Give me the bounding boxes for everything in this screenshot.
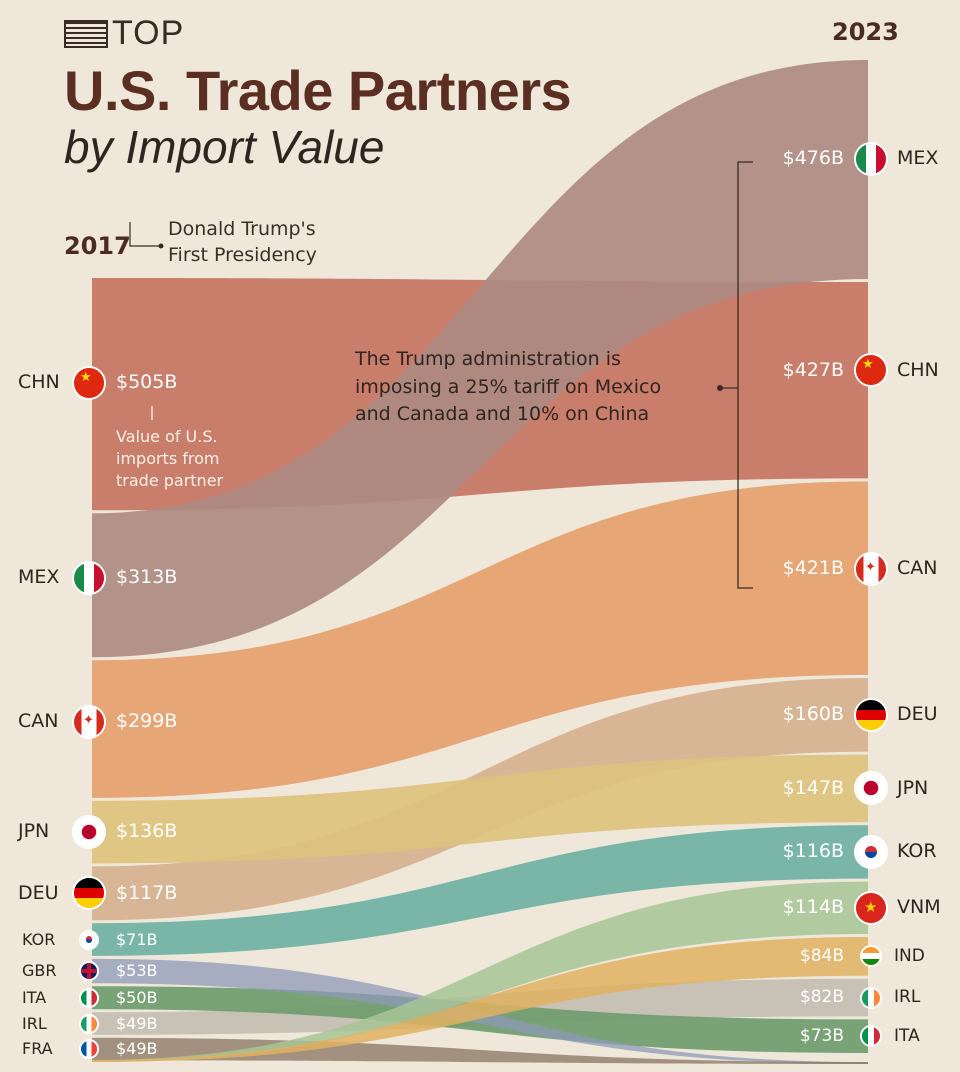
right-code-vnm: VNM [897,896,941,919]
tariff-bracket [737,161,753,589]
value-note-line2: imports from [116,449,220,468]
canada-flag-icon: ✦ [854,551,888,586]
right-value-mex: $476B [782,146,844,169]
right-value-deu: $160B [782,703,844,726]
india-flag-icon [860,945,882,968]
left-value-ita: $50B [116,987,158,1007]
tariff-bracket-dot [717,385,723,391]
left-code-kor: KOR [22,929,56,949]
flow-ribbon-kor [92,825,868,956]
germany-flag-icon [72,876,106,911]
canada-flag-icon: ✦ [72,705,106,740]
us-flag-icon [64,20,108,48]
right-value-vnm: $114B [782,896,844,919]
flow-ribbon-can [92,481,868,798]
flow-ribbon-vnm [92,881,868,1062]
left-value-can: $299B [116,710,178,733]
top-label: TOP [112,14,185,52]
left-code-jpn: JPN [18,820,50,843]
right-code-deu: DEU [897,703,938,726]
chart-title: U.S. Trade Partners [64,59,572,122]
right-value-ind: $84B [799,945,844,966]
mexico-flag-icon [854,141,888,176]
right-code-ind: IND [894,945,925,966]
vietnam-flag-icon: ★ [854,890,888,925]
left-code-gbr: GBR [22,961,57,981]
right-code-kor: KOR [897,840,937,863]
left-value-kor: $71B [116,929,158,949]
germany-flag-icon [854,697,888,732]
france-flag-icon [79,1039,99,1060]
mexico-flag-icon [72,561,106,596]
italy-flag-icon [79,987,99,1008]
flow-ribbon-jpn [92,754,868,864]
right-value-irl: $82B [799,987,844,1008]
ireland-flag-icon [79,1013,99,1034]
japan-flag-icon [854,771,888,806]
korea-flag-icon [854,834,888,869]
left-value-jpn: $136B [116,820,178,843]
left-code-deu: DEU [18,881,59,904]
left-value-chn: $505B [116,370,178,393]
left-code-chn: CHN [18,370,60,393]
left-code-can: CAN [18,710,59,733]
left-value-deu: $117B [116,881,178,904]
right-value-can: $421B [782,556,844,579]
flow-ribbon-ind [92,937,868,1062]
korea-flag-icon [79,929,99,950]
china-flag-icon: ★ [854,353,888,388]
ireland-flag-icon [860,986,882,1009]
italy-flag-icon [860,1025,882,1048]
value-note-line3: trade partner [116,471,224,490]
right-value-chn: $427B [782,358,844,381]
left-value-mex: $313B [116,566,178,589]
tariff-annotation-line3: and Canada and 10% on China [355,403,650,425]
right-code-mex: MEX [897,146,939,169]
presidency-connector [129,222,160,247]
uk-flag-icon [79,961,99,982]
tariff-annotation-line1: The Trump administration is [355,348,621,370]
left-code-ita: ITA [22,987,47,1007]
right-code-can: CAN [897,556,938,579]
right-code-irl: IRL [894,987,921,1008]
right-value-jpn: $147B [782,776,844,799]
value-note-line1: Value of U.S. [116,427,218,446]
left-code-fra: FRA [22,1039,53,1059]
left-value-gbr: $53B [116,961,158,981]
right-code-ita: ITA [894,1025,920,1046]
right-value-kor: $116B [782,840,844,863]
presidency-connector-dot [158,243,164,249]
presidency-note-line1: Donald Trump's [168,218,316,240]
right-code-jpn: JPN [897,776,929,799]
left-code-mex: MEX [18,566,60,589]
china-flag-icon: ★ [72,365,106,400]
flow-ribbon-mex [92,60,868,658]
left-code-irl: IRL [22,1013,47,1033]
left-value-fra: $49B [116,1039,158,1059]
right-code-chn: CHN [897,358,939,381]
right-value-ita: $73B [799,1025,844,1046]
year-right-label: 2023 [832,18,899,46]
tariff-annotation-line2: imposing a 25% tariff on Mexico [355,376,662,398]
presidency-note-line2: First Presidency [168,244,317,266]
left-value-irl: $49B [116,1013,158,1033]
japan-flag-icon [72,815,106,850]
year-left-label: 2017 [64,232,131,260]
chart-subtitle: by Import Value [64,121,385,173]
